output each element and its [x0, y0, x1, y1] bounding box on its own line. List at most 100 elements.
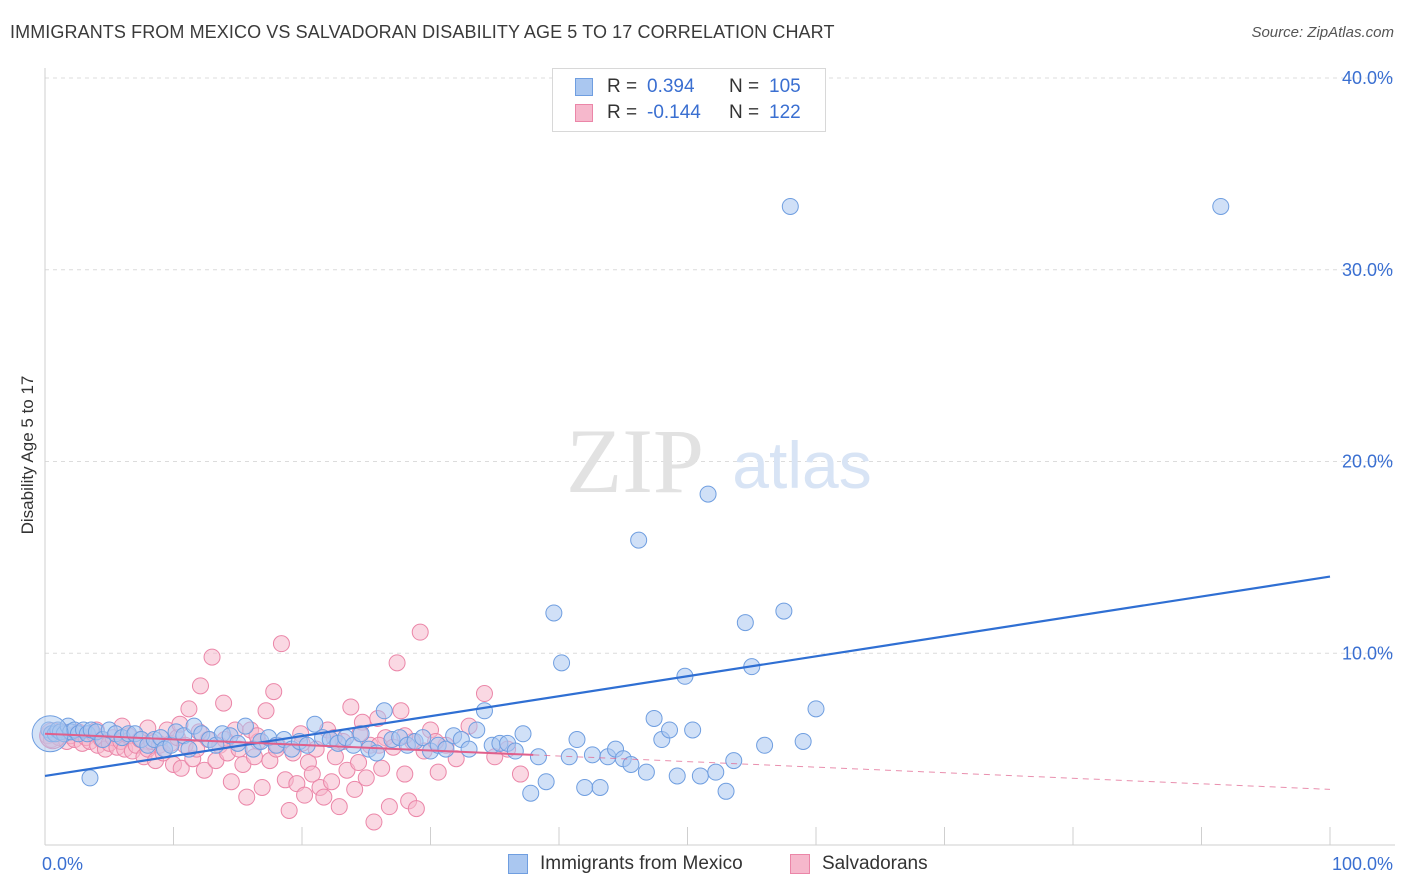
- salvadorans-trend-extension: [533, 754, 1331, 790]
- y-tick-label: 20.0%: [1342, 452, 1393, 472]
- legend-swatch-blue: [508, 854, 528, 874]
- legend-row-mexico: R = 0.394 N = 105: [575, 74, 801, 100]
- legend-n-label: N =: [729, 102, 760, 123]
- mexico-point: [81, 769, 99, 787]
- mexico-point: [229, 734, 247, 752]
- watermark-zip: ZIP: [566, 410, 704, 512]
- mexico-point: [707, 763, 725, 781]
- mexico-point: [630, 531, 648, 549]
- mexico-point: [414, 729, 432, 747]
- legend-n-value: 122: [769, 102, 801, 123]
- tick-labels: 10.0% 20.0% 30.0% 40.0% 0.0% 100.0%: [42, 68, 1393, 874]
- salvadoran-point: [238, 788, 256, 806]
- mexico-point: [661, 721, 679, 739]
- salvadoran-point: [303, 765, 321, 783]
- mexico-point: [781, 197, 799, 215]
- salvadorans-trend-line: [44, 732, 534, 756]
- salvadoran-point: [172, 759, 190, 777]
- salvadoran-point: [429, 763, 447, 781]
- mexico-point: [775, 602, 793, 620]
- salvadoran-point: [380, 798, 398, 816]
- legend-row-salvadorans: R = -0.144 N = 122: [575, 100, 801, 126]
- salvadoran-point: [296, 786, 314, 804]
- mexico-point: [756, 736, 774, 754]
- legend-label-mexico: Immigrants from Mexico: [540, 853, 743, 874]
- mexico-point: [522, 784, 540, 802]
- mexico-point: [794, 732, 812, 750]
- mexico-point: [537, 773, 555, 791]
- mexico-point: [684, 721, 702, 739]
- y-tick-label: 40.0%: [1342, 68, 1393, 88]
- legend-n-label: N =: [729, 76, 760, 97]
- x-tick-label-max: 100.0%: [1332, 854, 1393, 874]
- salvadoran-point: [350, 754, 368, 772]
- watermark: ZIP atlas: [566, 410, 872, 512]
- grid-lines: [45, 77, 1395, 654]
- salvadoran-point: [215, 694, 233, 712]
- y-axis-label: Disability Age 5 to 17: [18, 375, 37, 535]
- mexico-point: [645, 709, 663, 727]
- legend-swatch-pink: [575, 104, 593, 122]
- trend-lines: [44, 575, 1331, 790]
- salvadoran-point: [272, 635, 290, 653]
- salvadoran-point: [330, 798, 348, 816]
- axes: [44, 68, 1395, 846]
- legend-n-value: 105: [769, 76, 801, 97]
- mexico-point: [475, 702, 493, 720]
- salvadoran-point: [222, 773, 240, 791]
- legend-swatch-blue: [575, 78, 593, 96]
- legend-label-salvadorans: Salvadorans: [822, 853, 928, 874]
- salvadoran-point: [253, 778, 271, 796]
- legend-swatch-pink: [790, 854, 810, 874]
- legend-item-salvadorans[interactable]: Salvadorans: [790, 853, 928, 875]
- salvadoran-point: [411, 623, 429, 641]
- mexico-trend-line: [44, 575, 1331, 778]
- salvadoran-point: [342, 698, 360, 716]
- salvadoran-point: [315, 788, 333, 806]
- mexico-point: [437, 740, 455, 758]
- salvadoran-point: [365, 813, 383, 831]
- mexico-point: [375, 702, 393, 720]
- legend-item-mexico[interactable]: Immigrants from Mexico: [508, 853, 743, 875]
- salvadoran-point: [357, 769, 375, 787]
- salvadoran-point: [373, 759, 391, 777]
- mexico-point: [622, 755, 640, 773]
- salvadoran-point: [280, 801, 298, 819]
- mexico-point: [725, 752, 743, 770]
- legend-r-label: R =: [607, 76, 638, 97]
- salvadoran-point: [195, 761, 213, 779]
- mexico-point: [545, 604, 563, 622]
- mexico-point: [306, 715, 324, 733]
- mexico-point: [1212, 197, 1230, 215]
- mexico-point: [506, 742, 524, 760]
- mexico-point: [553, 654, 571, 672]
- mexico-point: [514, 725, 532, 743]
- salvadoran-point: [392, 702, 410, 720]
- legend-r-label: R =: [607, 102, 638, 123]
- legend-r-value: -0.144: [647, 102, 701, 123]
- mexico-point: [637, 763, 655, 781]
- legend-r-value: 0.394: [647, 76, 695, 97]
- mexico-point: [583, 746, 601, 764]
- series-legend: Immigrants from Mexico Salvadorans: [0, 851, 1406, 877]
- salvadoran-point: [346, 780, 364, 798]
- mexico-point: [460, 740, 478, 758]
- salvadoran-point: [265, 683, 283, 701]
- mexico-point: [736, 614, 754, 632]
- mexico-point: [691, 767, 709, 785]
- y-tick-label: 30.0%: [1342, 260, 1393, 280]
- salvadoran-point: [191, 677, 209, 695]
- mexico-point: [529, 748, 547, 766]
- salvadoran-point: [323, 773, 341, 791]
- mexico-point: [591, 778, 609, 796]
- watermark-atlas: atlas: [732, 428, 871, 502]
- salvadoran-point: [257, 702, 275, 720]
- chart-title: IMMIGRANTS FROM MEXICO VS SALVADORAN DIS…: [10, 22, 835, 42]
- mexico-point: [699, 485, 717, 503]
- mexico-point: [468, 721, 486, 739]
- mexico-point: [576, 778, 594, 796]
- salvadoran-point: [407, 800, 425, 818]
- mexico-point: [236, 717, 254, 735]
- salvadoran-point: [388, 654, 406, 672]
